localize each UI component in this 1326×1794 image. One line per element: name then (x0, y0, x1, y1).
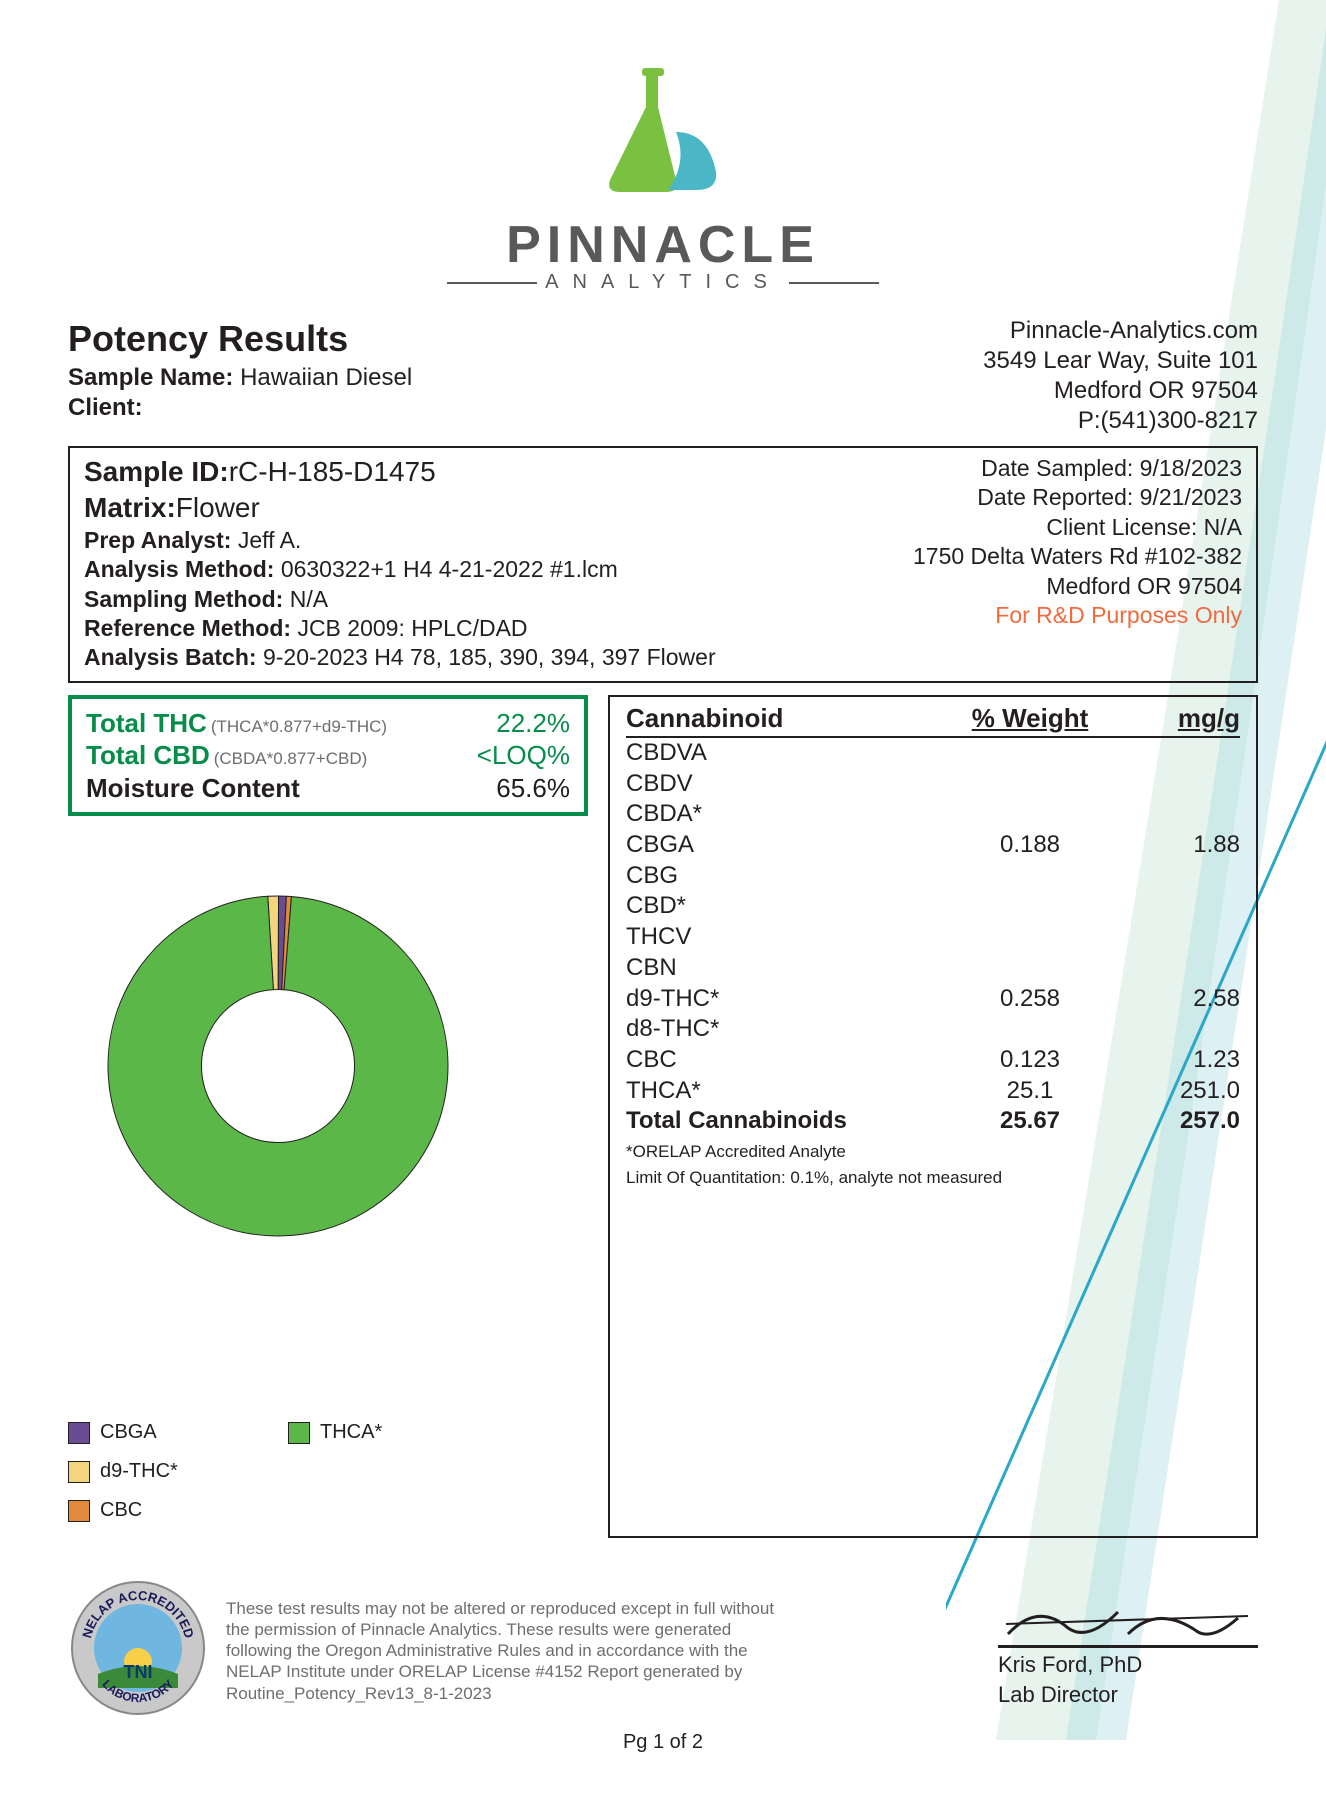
page-number: Pg 1 of 2 (68, 1731, 1258, 1754)
analysis-batch: 9-20-2023 H4 78, 185, 390, 394, 397 Flow… (263, 644, 716, 670)
legend: CBGA THCA* d9-THC* CBC (68, 1421, 588, 1522)
matrix-value: Flower (176, 492, 260, 523)
logo-brand-text: PINNACLE (68, 215, 1258, 275)
page-title: Potency Results (68, 316, 412, 361)
legend-item: CBGA (68, 1421, 228, 1444)
logo-sub-text: ANALYTICS (68, 271, 1258, 294)
header-left: Potency Results Sample Name: Hawaiian Di… (68, 316, 412, 423)
sampling-method: N/A (290, 586, 328, 612)
table-row: CBN (626, 953, 1240, 984)
moisture-value: 65.6% (496, 772, 570, 805)
date-reported: 9/21/2023 (1140, 484, 1242, 510)
sample-id: rC-H-185-D1475 (229, 456, 436, 487)
logo-block: PINNACLE ANALYTICS (68, 62, 1258, 294)
signer-name: Kris Ford, PhD (998, 1652, 1258, 1678)
company-phone: P:(541)300-8217 (983, 406, 1258, 436)
signature-block: Kris Ford, PhD Lab Director (998, 1594, 1258, 1708)
client-label: Client: (68, 394, 143, 421)
table-row: CBG (626, 861, 1240, 892)
company-block: Pinnacle-Analytics.com 3549 Lear Way, Su… (983, 316, 1258, 436)
donut-chart (68, 856, 588, 1281)
table-row: CBD* (626, 891, 1240, 922)
company-addr1: 3549 Lear Way, Suite 101 (983, 346, 1258, 376)
rd-note: For R&D Purposes Only (913, 601, 1242, 630)
table-row: THCA*25.1251.0 (626, 1076, 1240, 1107)
total-cbd-value: <LOQ% (477, 739, 570, 772)
signature-icon (998, 1594, 1258, 1648)
table-row: CBC0.1231.23 (626, 1045, 1240, 1076)
sample-name-label: Sample Name: (68, 364, 233, 391)
svg-text:TNI: TNI (124, 1662, 153, 1682)
cannabinoid-table: Cannabinoid % Weight mg/g CBDVACBDVCBDA*… (608, 695, 1258, 1539)
reference-method: JCB 2009: HPLC/DAD (297, 615, 527, 641)
total-cannabinoids-weight: 25.67 (940, 1106, 1120, 1137)
legend-item: d9-THC* (68, 1460, 228, 1483)
signer-title: Lab Director (998, 1682, 1258, 1708)
total-cannabinoids-mgg: 257.0 (1120, 1106, 1240, 1137)
logo-flask-icon (588, 62, 738, 202)
client-addr2: Medford OR 97504 (913, 572, 1242, 601)
client-license: N/A (1204, 514, 1242, 540)
table-row: d8-THC* (626, 1014, 1240, 1045)
totals-box: Total THC(THCA*0.877+d9-THC) 22.2% Total… (68, 695, 588, 817)
table-row: THCV (626, 922, 1240, 953)
table-row: CBDV (626, 769, 1240, 800)
table-row: CBDA* (626, 799, 1240, 830)
nelap-seal-icon: TNI NELAP ACCREDITED LABORATORY (68, 1578, 208, 1723)
sample-name-value: Hawaiian Diesel (240, 364, 412, 391)
table-row: CBDVA (626, 738, 1240, 769)
total-thc-value: 22.2% (496, 707, 570, 740)
legend-item: THCA* (288, 1421, 448, 1444)
sample-info-box: Sample ID:rC-H-185-D1475 Matrix:Flower P… (68, 446, 1258, 683)
disclaimer-text: These test results may not be altered or… (226, 1598, 786, 1704)
table-row: CBGA0.1881.88 (626, 830, 1240, 861)
table-row: d9-THC*0.2582.58 (626, 984, 1240, 1015)
legend-item: CBC (68, 1499, 228, 1522)
company-addr2: Medford OR 97504 (983, 376, 1258, 406)
client-addr1: 1750 Delta Waters Rd #102-382 (913, 542, 1242, 571)
date-sampled: 9/18/2023 (1140, 455, 1242, 481)
company-website: Pinnacle-Analytics.com (983, 316, 1258, 346)
prep-analyst: Jeff A. (238, 527, 302, 553)
analysis-method: 0630322+1 H4 4-21-2022 #1.lcm (281, 556, 618, 582)
